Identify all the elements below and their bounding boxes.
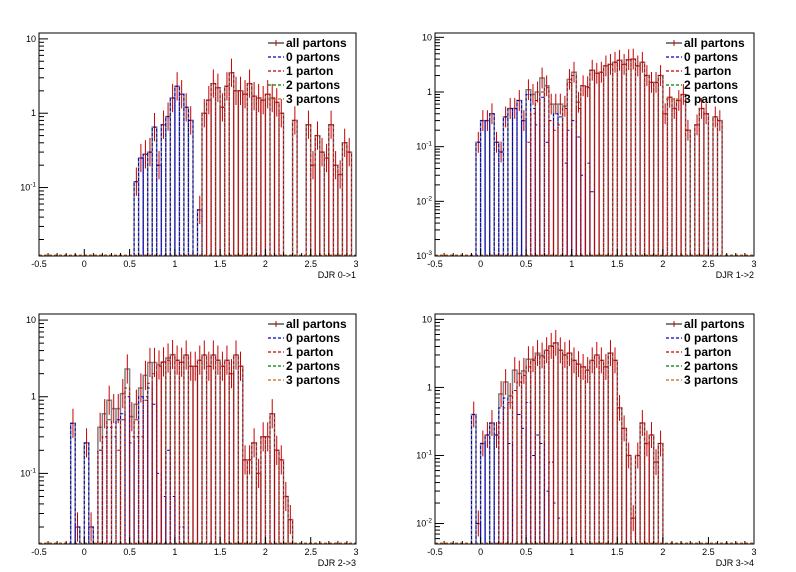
y-tick-label: 10-1: [20, 467, 36, 478]
legend-label: 2 partons: [684, 78, 738, 92]
x-tick-label: 2.5: [304, 259, 317, 269]
legend-label: all partons: [286, 317, 347, 331]
y-tick-label: 10: [26, 34, 36, 44]
x-tick-label: 0: [82, 547, 87, 557]
legend-label: 3 partons: [286, 373, 340, 387]
legend-label: 1 parton: [684, 64, 731, 78]
x-tick-label: 1: [172, 547, 177, 557]
x-tick-label: 1.5: [611, 547, 624, 557]
series-all-partons: [69, 353, 294, 544]
legend-label: 0 partons: [684, 331, 738, 345]
legend-label: all partons: [684, 36, 745, 50]
x-tick-label: 0: [478, 259, 483, 269]
y-tick-label: 1: [427, 382, 432, 392]
series-0-partons: [133, 85, 203, 256]
x-tick-label: 0.5: [520, 259, 533, 269]
x-tick-label: 1.5: [611, 259, 624, 269]
y-tick-label: 10-3: [416, 250, 432, 261]
legend-label: 0 partons: [286, 50, 340, 64]
x-tick-label: 1.5: [214, 547, 227, 557]
x-tick-label: 2: [660, 547, 665, 557]
x-tick-label: -0.5: [427, 259, 443, 269]
x-axis-label: DJR 1->2: [716, 270, 754, 280]
x-tick-label: 3: [353, 259, 358, 269]
y-tick-label: 10: [422, 314, 432, 324]
x-tick-label: 0: [478, 547, 483, 557]
legend-label: 1 parton: [286, 345, 333, 359]
x-tick-label: -0.5: [427, 547, 443, 557]
legend-label: all partons: [286, 36, 347, 50]
y-tick-label: 1: [31, 392, 36, 402]
x-axis-label: DJR 3->4: [716, 558, 754, 568]
x-tick-label: 2.5: [304, 547, 317, 557]
x-axis-label: DJR 2->3: [318, 558, 356, 568]
legend-label: all partons: [684, 317, 745, 331]
series-1-parton: [498, 342, 664, 544]
legend-label: 2 partons: [684, 359, 738, 373]
x-tick-label: 0: [82, 259, 87, 269]
series-1-parton: [525, 58, 723, 256]
legend-label: 3 partons: [286, 92, 340, 106]
x-tick-label: 1: [569, 259, 574, 269]
y-axis: 10-1 1 10: [20, 34, 48, 241]
x-tick-label: 2.5: [702, 259, 715, 269]
series-0-partons: [70, 387, 185, 544]
series-0-partons: [475, 94, 595, 256]
y-tick-label: 10-2: [416, 195, 432, 206]
series-1-parton: [97, 354, 294, 544]
legend-label: 2 partons: [286, 78, 340, 92]
series-0-partons: [471, 390, 564, 544]
legend-label: 2 partons: [286, 359, 340, 373]
legend-label: 3 partons: [684, 373, 738, 387]
y-axis: 10-1 1 10: [20, 315, 48, 528]
x-axis-label: DJR 0->1: [318, 270, 356, 280]
x-tick-label: -0.5: [31, 259, 47, 269]
x-tick-label: 2: [263, 259, 268, 269]
x-tick-label: 0.5: [123, 547, 136, 557]
y-tick-label: 1: [31, 108, 36, 118]
legend-label: 1 parton: [684, 345, 731, 359]
x-tick-label: 2: [660, 259, 665, 269]
legend-label: 0 partons: [684, 50, 738, 64]
x-tick-label: 1: [172, 259, 177, 269]
legend-label: 1 parton: [286, 64, 333, 78]
legend-label: 0 partons: [286, 331, 340, 345]
x-tick-label: -0.5: [31, 547, 47, 557]
y-tick-label: 10: [26, 315, 36, 325]
y-tick-label: 10-1: [416, 141, 432, 152]
x-tick-label: 2.5: [702, 547, 715, 557]
y-tick-label: 10: [422, 32, 432, 42]
x-tick-label: 3: [751, 547, 756, 557]
y-tick-label: 10-1: [416, 449, 432, 460]
y-axis: 10-3 10-2 10-1 1 10: [416, 32, 444, 261]
y-tick-label: 10-1: [20, 182, 36, 193]
x-tick-label: 0.5: [520, 547, 533, 557]
y-axis: 10-2 10-1 1 10: [416, 314, 444, 545]
y-tick-label: 10-2: [416, 518, 432, 529]
legend-label: 3 partons: [684, 92, 738, 106]
x-tick-label: 0.5: [123, 259, 136, 269]
y-tick-label: 1: [427, 87, 432, 97]
x-tick-label: 1.5: [214, 259, 227, 269]
series-1-parton: [201, 72, 352, 256]
x-tick-label: 1: [569, 547, 574, 557]
x-tick-label: 3: [751, 259, 756, 269]
x-tick-label: 3: [353, 547, 358, 557]
x-tick-label: 2: [263, 547, 268, 557]
